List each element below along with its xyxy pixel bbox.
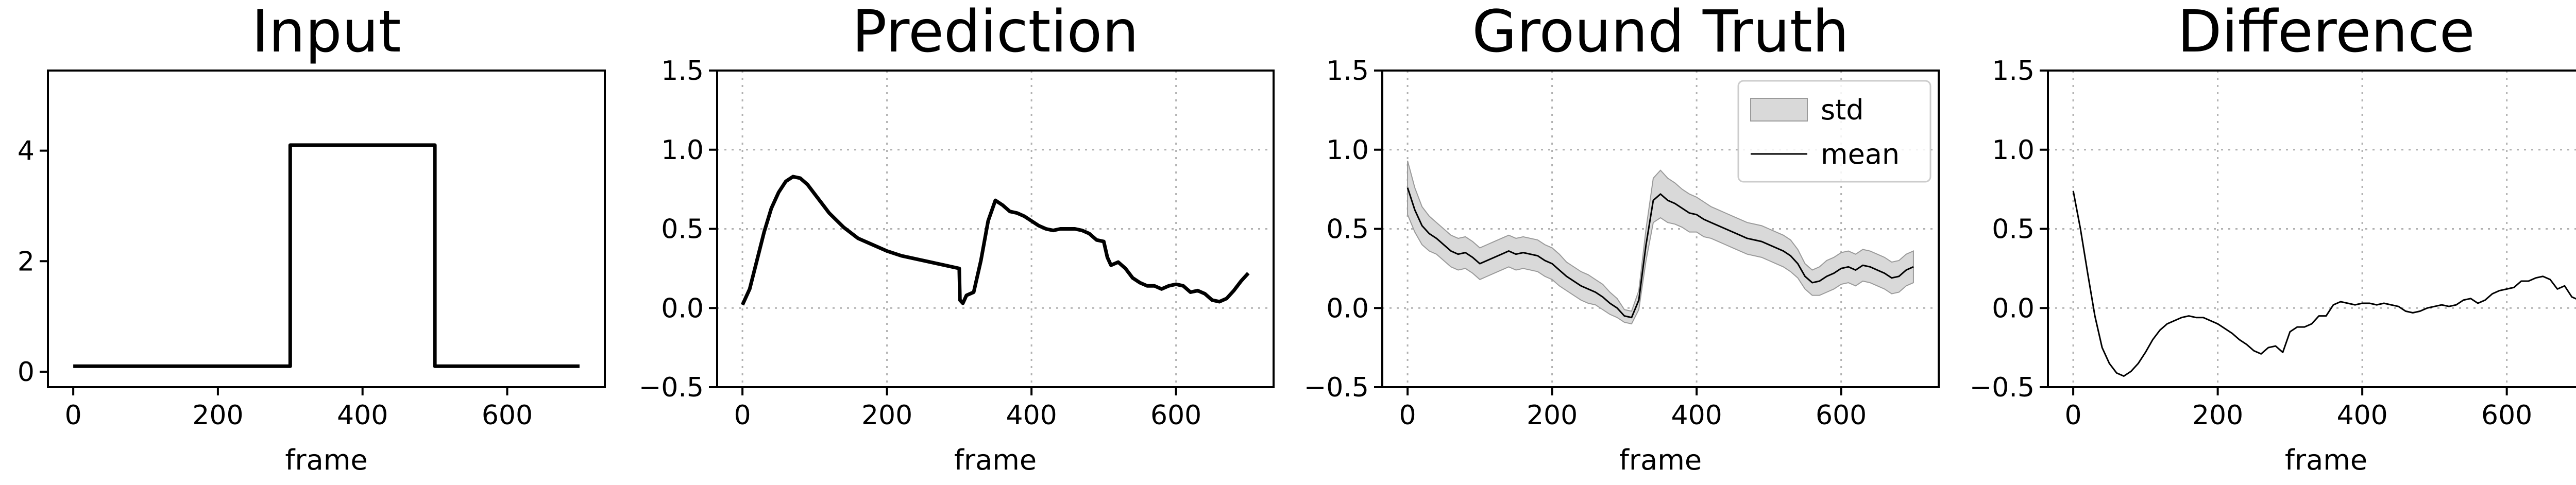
y-tick-label: −0.5 <box>639 372 704 403</box>
x-tick-label: 600 <box>1150 400 1201 431</box>
y-tick-label: 0 <box>18 357 35 388</box>
y-tick-label: −0.5 <box>1970 372 2035 403</box>
series-line <box>2072 190 2576 377</box>
x-tick-label: 0 <box>734 400 751 431</box>
chart-panel-1: 0 200 400 600 0 2 4 Input frame <box>18 0 606 476</box>
y-tick-label: 0.0 <box>661 293 704 324</box>
y-tick-label: 2 <box>18 246 35 277</box>
x-tick-label: 200 <box>192 400 243 431</box>
x-axis-label: frame <box>1619 444 1702 476</box>
y-tick-label: −0.5 <box>1304 372 1369 403</box>
y-tick-label: 4 <box>18 136 35 167</box>
x-tick-label: 200 <box>861 400 912 431</box>
legend-swatch-std <box>1750 98 1808 122</box>
x-tick-label: 200 <box>2192 400 2243 431</box>
series-line <box>740 175 1250 306</box>
chart-title: Difference <box>2177 0 2475 65</box>
y-tick-label: 0.5 <box>661 214 704 245</box>
x-axis-label: frame <box>285 444 367 476</box>
x-tick-label: 0 <box>1399 400 1416 431</box>
series-line <box>73 143 580 368</box>
chart-panel-2: 0 200 400 600 −0.5 0.0 0.5 1.0 1.5 Prediction fram… <box>639 0 1275 476</box>
y-tick-label: 0.5 <box>1326 214 1369 245</box>
x-tick-label: 400 <box>1671 400 1722 431</box>
chart-title: Ground Truth <box>1472 0 1849 65</box>
y-tick-label: 1.0 <box>661 135 704 166</box>
x-axis-label: frame <box>2285 444 2367 476</box>
chart-title: Prediction <box>852 0 1139 65</box>
y-tick-label: 1.5 <box>1992 56 2035 86</box>
legend-label: std <box>1821 94 1864 126</box>
y-tick-label: 1.0 <box>1992 135 2035 166</box>
chart-panel-3: 0 200 400 600 −0.5 0.0 0.5 1.0 1.5 Ground Truth fr… <box>1304 0 1940 476</box>
x-tick-label: 400 <box>2336 400 2387 431</box>
x-tick-label: 600 <box>1816 400 1867 431</box>
series-line <box>1406 187 1914 319</box>
x-tick-label: 400 <box>337 400 388 431</box>
x-tick-label: 400 <box>1006 400 1057 431</box>
y-tick-label: 1.5 <box>1326 56 1369 86</box>
x-tick-label: 600 <box>482 400 533 431</box>
std-band <box>1407 161 1914 325</box>
x-tick-label: 0 <box>65 400 82 431</box>
x-tick-label: 0 <box>2065 400 2082 431</box>
x-tick-label: 200 <box>1527 400 1578 431</box>
plot-frame <box>716 70 1275 388</box>
legend-label: mean <box>1821 138 1900 170</box>
chart-title: Input <box>251 0 401 65</box>
y-tick-label: 1.0 <box>1326 135 1369 166</box>
x-tick-label: 600 <box>2481 400 2532 431</box>
y-tick-label: 0.5 <box>1992 214 2035 245</box>
y-tick-label: 1.5 <box>661 56 704 86</box>
x-axis-label: frame <box>954 444 1037 476</box>
y-tick-label: 0.0 <box>1326 293 1369 324</box>
y-tick-label: 0.0 <box>1992 293 2035 324</box>
chart-panel-4: 0 200 400 600 −0.5 0.0 0.5 1.0 1.5 Difference fram… <box>1970 0 2576 476</box>
legend: std mean <box>1737 80 1931 183</box>
plot-frame <box>47 70 606 388</box>
